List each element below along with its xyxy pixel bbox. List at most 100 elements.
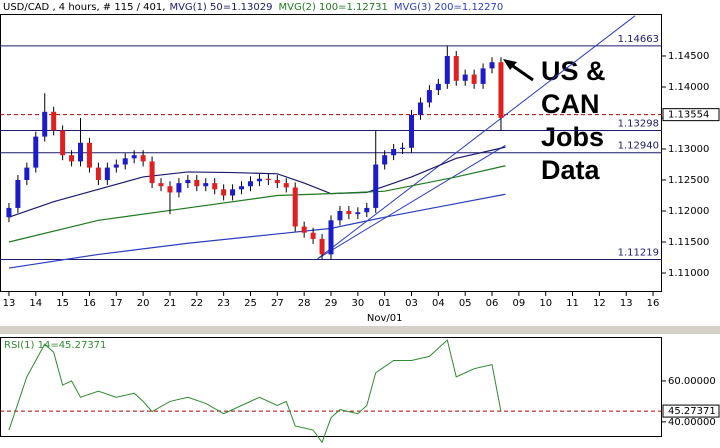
level-label: 45.27371 — [668, 406, 716, 417]
candle-body — [24, 167, 30, 181]
candle-body — [239, 186, 245, 190]
candle-body — [185, 180, 191, 184]
rsi-line — [8, 339, 502, 444]
candle-body — [167, 186, 173, 193]
candle-body — [346, 211, 352, 215]
x-tick-label: 06 — [486, 298, 499, 309]
candle-body — [498, 62, 504, 118]
x-tick-label: 28 — [298, 298, 311, 309]
y-tick-label: 1.14500 — [668, 51, 709, 62]
level-label: 1.12940 — [618, 141, 659, 152]
candle-body — [328, 220, 334, 255]
level-label-box — [662, 404, 720, 418]
candle-body — [158, 183, 164, 187]
moving-average — [8, 146, 506, 218]
panel-separator — [0, 326, 720, 334]
x-tick-label: 14 — [29, 298, 42, 309]
y-tick-label: 1.14000 — [668, 82, 709, 93]
y-tick-label: 1.13000 — [668, 144, 709, 155]
candle-body — [149, 161, 155, 184]
candle-body — [122, 158, 128, 165]
candle-body — [426, 90, 432, 103]
moving-average — [8, 165, 506, 243]
candle-body — [409, 114, 415, 148]
y-tick-label: 60.00000 — [668, 376, 716, 387]
candle-body — [453, 55, 459, 81]
candle-body — [391, 149, 397, 156]
y-tick-label: 1.12000 — [668, 206, 709, 217]
candle-body — [489, 62, 495, 69]
x-tick-label: 25 — [244, 298, 257, 309]
candle-body — [203, 183, 209, 187]
legend-entry: MVG(3) 200=1.12270 — [394, 2, 503, 13]
trendline — [317, 144, 506, 260]
candle-body — [104, 167, 110, 181]
level-label: 1.13298 — [618, 119, 659, 130]
x-tick-label: 05 — [459, 298, 472, 309]
chart-title: USD/CAD , 4 hours, # 115 / 401, — [3, 2, 165, 13]
header: USD/CAD , 4 hours, # 115 / 401, MVG(1) 5… — [3, 2, 503, 13]
annotation-text: Jobs — [541, 122, 604, 152]
candle-body — [42, 111, 48, 137]
x-tick-label: 04 — [432, 298, 445, 309]
candle-body — [480, 68, 486, 84]
level-label-box — [662, 108, 720, 122]
annotation-arrow — [509, 62, 534, 82]
candle-body — [462, 74, 468, 81]
x-tick-label: 10 — [539, 298, 552, 309]
x-tick-label: 01 — [378, 298, 391, 309]
candle-body — [113, 164, 119, 168]
candle-body — [51, 111, 57, 131]
x-tick-label: 13 — [620, 298, 633, 309]
candle-body — [265, 178, 271, 181]
candle-body — [400, 147, 406, 150]
candle-body — [86, 142, 92, 168]
candle-body — [69, 155, 75, 162]
level-label: 1.11219 — [618, 247, 659, 258]
annotation-arrowhead — [503, 59, 517, 70]
y-tick-label: 40.00000 — [668, 417, 716, 428]
x-tick-label: 23 — [217, 298, 230, 309]
candle-body — [131, 155, 137, 159]
candle-body — [95, 167, 101, 181]
candle-body — [256, 178, 262, 182]
legend-entry: MVG(2) 100=1.12731 — [278, 2, 387, 13]
y-tick-label: 1.11000 — [668, 268, 709, 279]
x-tick-label: 21 — [164, 298, 177, 309]
candle-body — [15, 180, 21, 208]
candle-body — [176, 183, 182, 193]
candle-body — [247, 181, 253, 187]
legend-entry: MVG(1) 50=1.13029 — [169, 2, 272, 13]
candle-body — [319, 238, 325, 255]
x-tick-label: 09 — [512, 298, 525, 309]
x-tick-label: 15 — [56, 298, 69, 309]
level-label: 1.14663 — [618, 34, 659, 45]
candle-body — [417, 102, 423, 115]
y-tick-label: 1.12500 — [668, 175, 709, 186]
x-tick-label: 13 — [3, 298, 16, 309]
candle-body — [373, 164, 379, 208]
x-tick-label: 11 — [566, 298, 579, 309]
level-label: 1.13554 — [668, 110, 709, 121]
candle-body — [310, 232, 316, 239]
x-tick-label: 16 — [83, 298, 96, 309]
x-tick-label: 22 — [190, 298, 203, 309]
candle-body — [212, 183, 218, 190]
candle-body — [292, 187, 298, 227]
candle-body — [78, 142, 84, 162]
candle-body — [230, 189, 236, 196]
y-tick-label: 1.11500 — [668, 237, 709, 248]
x-tick-label: 12 — [593, 298, 606, 309]
candle-body — [283, 183, 289, 188]
x-tick-label: 27 — [271, 298, 284, 309]
rsi-title: RSI(1) 14=45.27371 — [4, 340, 106, 351]
x-tick-label: 17 — [110, 298, 123, 309]
candle-body — [301, 226, 307, 233]
candle-body — [33, 136, 39, 168]
x-tick-label: 20 — [137, 298, 150, 309]
annotation-text: Data — [541, 155, 601, 185]
trendline — [317, 15, 636, 260]
x-tick-label: 29 — [325, 298, 338, 309]
